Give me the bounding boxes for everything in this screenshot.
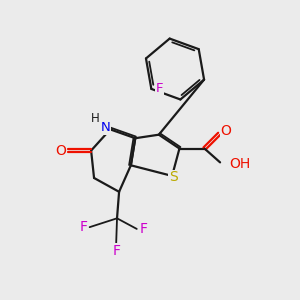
Text: F: F	[79, 220, 87, 234]
Text: S: S	[169, 170, 178, 184]
Text: O: O	[220, 124, 231, 138]
Text: OH: OH	[229, 157, 250, 171]
Text: F: F	[139, 222, 147, 236]
Text: O: O	[55, 144, 66, 158]
Text: H: H	[91, 112, 100, 125]
Text: F: F	[112, 244, 120, 258]
Text: N: N	[101, 122, 111, 134]
Text: F: F	[156, 82, 163, 95]
